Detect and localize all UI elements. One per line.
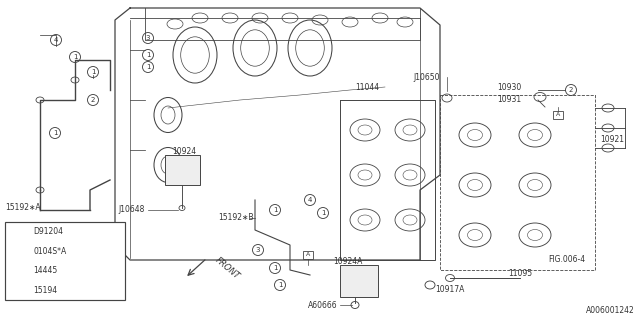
Text: 10924A: 10924A bbox=[333, 257, 362, 266]
Text: 15192∗A: 15192∗A bbox=[5, 204, 40, 212]
Bar bbox=[303, 251, 313, 259]
Text: 10921: 10921 bbox=[600, 135, 624, 145]
Text: FIG.006-4: FIG.006-4 bbox=[548, 255, 585, 265]
Text: 11095: 11095 bbox=[508, 268, 532, 277]
Text: 2: 2 bbox=[15, 247, 20, 256]
Text: 3: 3 bbox=[146, 35, 150, 41]
Text: 3: 3 bbox=[256, 247, 260, 253]
Text: 1: 1 bbox=[15, 227, 20, 236]
Text: FRONT: FRONT bbox=[213, 255, 241, 281]
Bar bbox=[553, 111, 563, 119]
Bar bbox=[165, 155, 200, 185]
Text: A: A bbox=[306, 252, 310, 258]
Text: 11044: 11044 bbox=[355, 83, 379, 92]
Text: 2: 2 bbox=[569, 87, 573, 93]
Text: 10931: 10931 bbox=[497, 94, 521, 103]
Text: 10924: 10924 bbox=[172, 147, 196, 156]
Text: 10930: 10930 bbox=[497, 83, 521, 92]
Bar bbox=[340, 265, 378, 297]
Text: 3: 3 bbox=[15, 266, 20, 275]
Text: 15194: 15194 bbox=[33, 286, 57, 295]
Text: 14445: 14445 bbox=[33, 266, 57, 275]
Text: A: A bbox=[556, 113, 560, 117]
Text: 1: 1 bbox=[273, 207, 277, 213]
Text: 15192∗B: 15192∗B bbox=[218, 213, 253, 222]
Text: J10650: J10650 bbox=[413, 73, 440, 82]
Text: 1: 1 bbox=[146, 64, 150, 70]
Text: 1: 1 bbox=[73, 54, 77, 60]
Bar bbox=[5, 222, 125, 300]
Text: 10917A: 10917A bbox=[435, 285, 465, 294]
Text: 10917: 10917 bbox=[168, 157, 192, 166]
Text: 1: 1 bbox=[52, 130, 57, 136]
Text: 1: 1 bbox=[91, 69, 95, 75]
Text: 1: 1 bbox=[146, 52, 150, 58]
Text: 1: 1 bbox=[278, 282, 282, 288]
Text: 0104S*A: 0104S*A bbox=[33, 247, 67, 256]
Text: 4: 4 bbox=[308, 197, 312, 203]
Text: 2: 2 bbox=[91, 97, 95, 103]
Text: A006001242: A006001242 bbox=[586, 306, 635, 315]
Text: 1: 1 bbox=[273, 265, 277, 271]
Text: D91204: D91204 bbox=[33, 227, 63, 236]
Text: 4: 4 bbox=[15, 286, 20, 295]
Text: 4: 4 bbox=[54, 37, 58, 43]
Text: 1: 1 bbox=[321, 210, 325, 216]
Text: J10648: J10648 bbox=[118, 205, 145, 214]
Text: A60666: A60666 bbox=[308, 300, 338, 309]
